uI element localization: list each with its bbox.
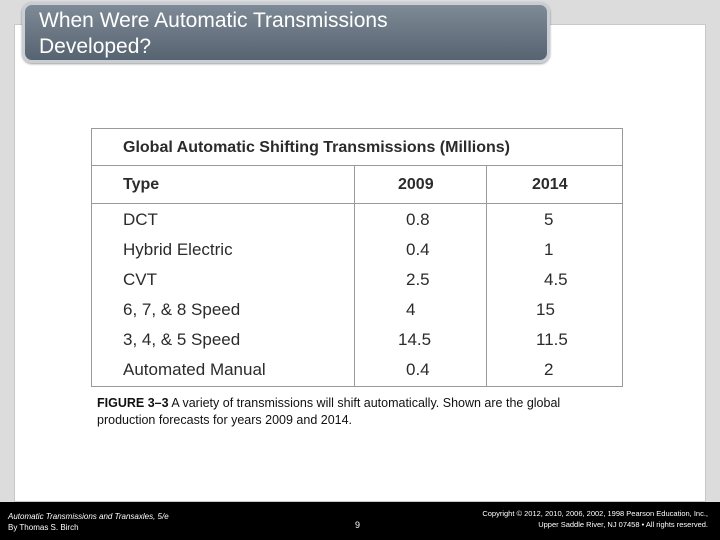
value-2014-cell: 11.5 bbox=[536, 330, 568, 349]
table-row: 3, 4, & 5 Speed 14.5 11.5 bbox=[92, 325, 622, 355]
value-2009-cell: 4 bbox=[406, 300, 416, 319]
figure-label: FIGURE 3–3 bbox=[97, 396, 169, 410]
table-row: CVT 2.5 4.5 bbox=[92, 265, 622, 295]
value-2014-cell: 5 bbox=[544, 210, 554, 229]
table-row: Automated Manual 0.4 2 bbox=[92, 355, 622, 385]
table-title: Global Automatic Shifting Transmissions … bbox=[92, 129, 622, 166]
figure-caption: FIGURE 3–3 A variety of transmissions wi… bbox=[97, 395, 617, 429]
value-2014-cell: 2 bbox=[544, 360, 554, 379]
figure-table: Global Automatic Shifting Transmissions … bbox=[91, 128, 623, 387]
value-2009-cell: 0.4 bbox=[406, 240, 430, 259]
table-header-row: Type 2009 2014 bbox=[92, 166, 622, 204]
value-2014-cell: 4.5 bbox=[544, 270, 568, 289]
value-2014-cell: 15 bbox=[536, 300, 555, 319]
header-2009: 2009 bbox=[398, 176, 434, 193]
author: By Thomas S. Birch bbox=[8, 523, 79, 532]
page-number: 9 bbox=[355, 520, 361, 530]
type-cell: 3, 4, & 5 Speed bbox=[123, 330, 241, 349]
type-cell: CVT bbox=[123, 270, 157, 289]
footer-citation: Automatic Transmissions and Transaxles, … bbox=[8, 511, 169, 533]
value-2009-cell: 14.5 bbox=[398, 330, 432, 349]
value-2009-cell: 2.5 bbox=[406, 270, 430, 289]
table-row: 6, 7, & 8 Speed 4 15 bbox=[92, 295, 622, 325]
title-banner: When Were Automatic Transmissions Develo… bbox=[22, 2, 550, 63]
value-2014-cell: 1 bbox=[544, 240, 554, 259]
footer-bar: Automatic Transmissions and Transaxles, … bbox=[0, 502, 720, 540]
footer-copyright: Copyright © 2012, 2010, 2006, 2002, 1998… bbox=[408, 508, 708, 530]
header-type: Type bbox=[123, 176, 160, 193]
copyright-line-1: Copyright © 2012, 2010, 2006, 2002, 1998… bbox=[482, 509, 708, 518]
table-row: Hybrid Electric 0.4 1 bbox=[92, 235, 622, 265]
type-cell: Hybrid Electric bbox=[123, 240, 233, 259]
value-2009-cell: 0.8 bbox=[406, 210, 430, 229]
type-cell: 6, 7, & 8 Speed bbox=[123, 300, 241, 319]
table-row: DCT 0.8 5 bbox=[92, 205, 622, 235]
type-cell: DCT bbox=[123, 210, 158, 229]
book-title: Automatic Transmissions and Transaxles, … bbox=[8, 512, 169, 521]
frame-right bbox=[706, 0, 720, 502]
type-cell: Automated Manual bbox=[123, 360, 266, 379]
caption-text: A variety of transmissions will shift au… bbox=[97, 396, 561, 427]
header-2014: 2014 bbox=[532, 176, 568, 193]
frame-left bbox=[0, 0, 14, 502]
copyright-line-2: Upper Saddle River, NJ 07458 • All right… bbox=[538, 520, 708, 529]
slide-title: When Were Automatic Transmissions Develo… bbox=[39, 9, 388, 58]
value-2009-cell: 0.4 bbox=[406, 360, 430, 379]
column-divider bbox=[354, 166, 355, 386]
column-divider bbox=[486, 166, 487, 386]
